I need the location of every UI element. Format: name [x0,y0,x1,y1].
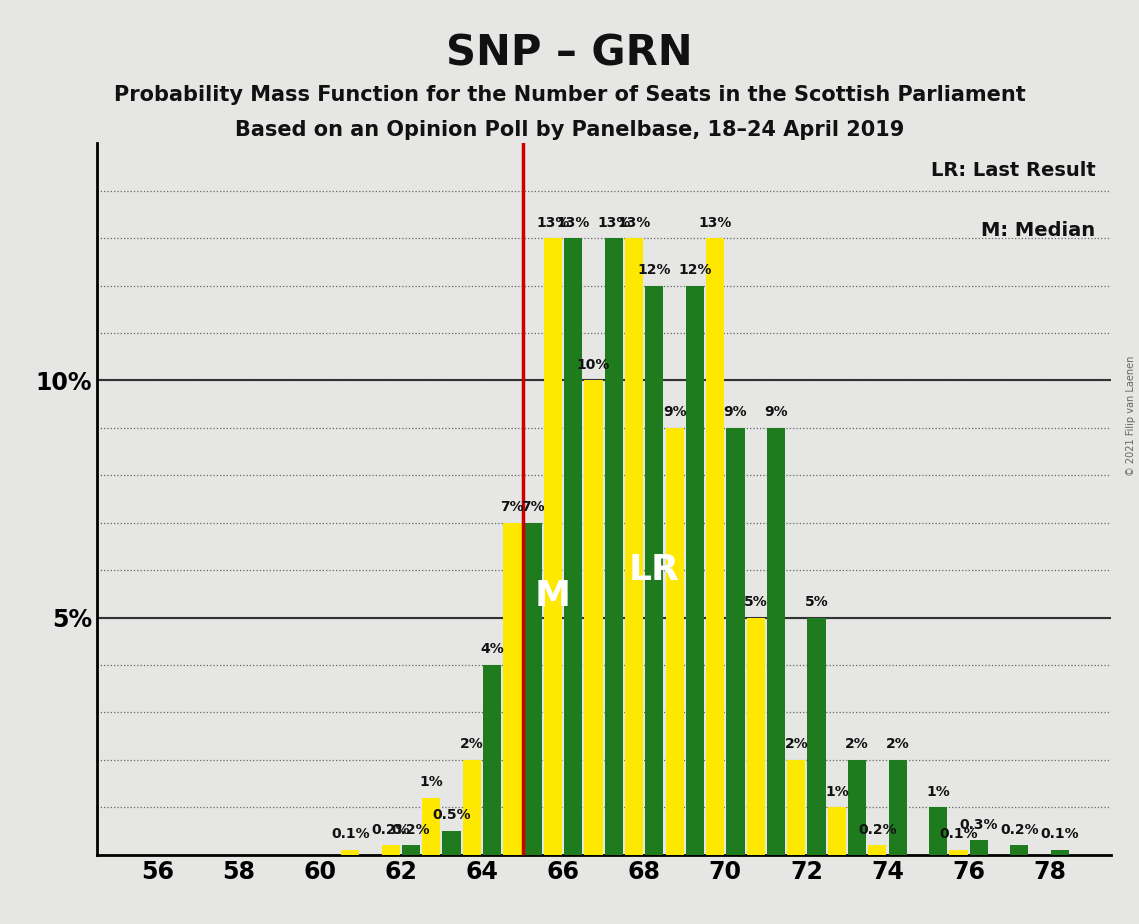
Text: 0.2%: 0.2% [1000,822,1039,836]
Text: M: M [535,578,571,613]
Bar [787,760,805,855]
Text: 0.5%: 0.5% [433,808,470,822]
Bar [645,286,664,855]
Bar [808,617,826,855]
Bar [767,428,785,855]
Text: 0.3%: 0.3% [959,818,998,832]
Text: 9%: 9% [723,406,747,419]
Text: 0.1%: 0.1% [1041,827,1079,842]
Bar [727,428,745,855]
Text: 5%: 5% [744,595,768,609]
Text: 12%: 12% [638,263,671,277]
Text: 0.2%: 0.2% [371,822,410,836]
Bar [483,665,501,855]
Text: 2%: 2% [845,737,869,751]
Bar [423,797,441,855]
Bar [402,845,420,855]
Text: 9%: 9% [764,406,788,419]
Bar [847,760,867,855]
Text: © 2021 Filip van Laenen: © 2021 Filip van Laenen [1126,356,1136,476]
Text: 13%: 13% [597,215,631,229]
Bar [584,381,603,855]
Text: 13%: 13% [698,215,732,229]
Text: 7%: 7% [501,500,524,514]
Bar [341,850,360,855]
Bar [503,523,522,855]
Text: 13%: 13% [536,215,570,229]
Bar [665,428,683,855]
Bar [524,523,542,855]
Text: 0.1%: 0.1% [940,827,977,842]
Text: 2%: 2% [886,737,910,751]
Bar [543,238,563,855]
Text: 5%: 5% [804,595,828,609]
Text: 9%: 9% [663,406,687,419]
Text: M: Median: M: Median [981,222,1096,240]
Text: 0.2%: 0.2% [858,822,896,836]
Bar [868,845,886,855]
Text: 12%: 12% [678,263,712,277]
Bar [442,831,461,855]
Bar [888,760,907,855]
Text: Probability Mass Function for the Number of Seats in the Scottish Parliament: Probability Mass Function for the Number… [114,85,1025,105]
Text: LR: LR [629,553,680,587]
Bar [462,760,481,855]
Text: Based on an Opinion Poll by Panelbase, 18–24 April 2019: Based on an Opinion Poll by Panelbase, 1… [235,120,904,140]
Bar [1010,845,1029,855]
Bar [706,238,724,855]
Bar [382,845,400,855]
Text: 2%: 2% [785,737,809,751]
Text: 4%: 4% [481,642,505,656]
Bar [929,808,948,855]
Bar [605,238,623,855]
Text: LR: Last Result: LR: Last Result [931,161,1096,180]
Text: 13%: 13% [557,215,590,229]
Bar [949,850,968,855]
Bar [969,841,988,855]
Text: SNP – GRN: SNP – GRN [446,32,693,74]
Text: 0.1%: 0.1% [331,827,369,842]
Text: 13%: 13% [617,215,650,229]
Bar [1050,850,1070,855]
Text: 1%: 1% [926,784,950,798]
Bar [686,286,704,855]
Text: 7%: 7% [521,500,544,514]
Text: 1%: 1% [419,775,443,789]
Bar [625,238,644,855]
Bar [828,808,846,855]
Text: 0.2%: 0.2% [392,822,431,836]
Text: 2%: 2% [460,737,484,751]
Bar [564,238,582,855]
Text: 10%: 10% [576,358,611,371]
Bar [746,617,765,855]
Text: 1%: 1% [825,784,849,798]
